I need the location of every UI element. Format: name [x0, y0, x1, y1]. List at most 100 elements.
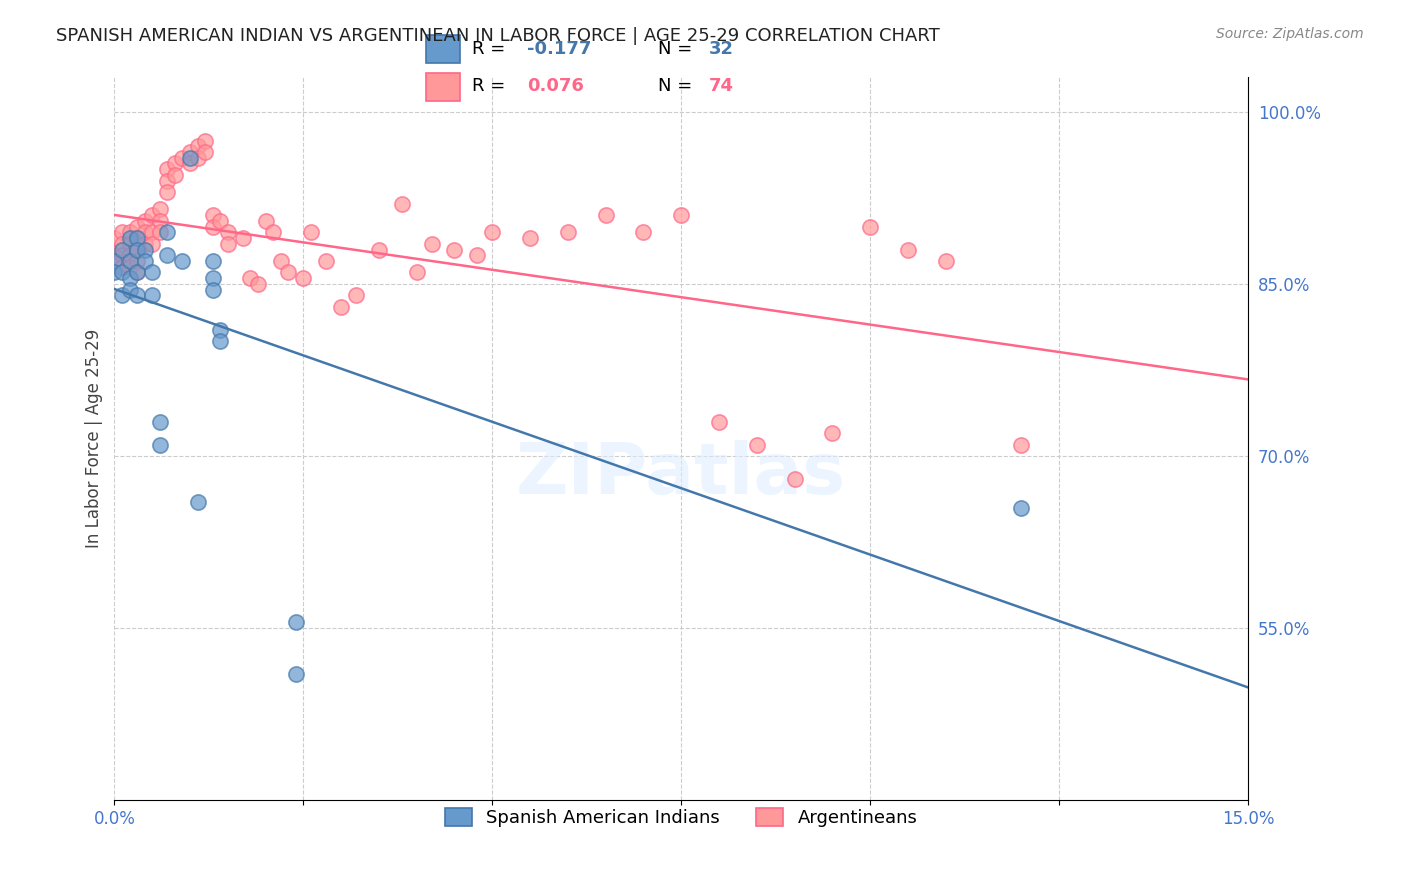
Argentineans [465, 248, 488, 262]
Argentineans [111, 248, 134, 262]
Argentineans [103, 248, 125, 262]
Argentineans [134, 214, 156, 228]
Text: N =: N = [658, 78, 697, 95]
Argentineans [344, 288, 367, 302]
Argentineans [141, 236, 163, 251]
Argentineans [745, 437, 768, 451]
Spanish American Indians [111, 265, 134, 279]
Argentineans [299, 225, 322, 239]
Spanish American Indians [118, 283, 141, 297]
Spanish American Indians [111, 243, 134, 257]
Spanish American Indians [125, 265, 148, 279]
Text: -0.177: -0.177 [527, 40, 592, 58]
Argentineans [149, 225, 172, 239]
Spanish American Indians [103, 265, 125, 279]
Spanish American Indians [284, 615, 307, 630]
Argentineans [1010, 437, 1032, 451]
Argentineans [292, 271, 315, 285]
Argentineans [443, 243, 465, 257]
Text: Source: ZipAtlas.com: Source: ZipAtlas.com [1216, 27, 1364, 41]
Text: 0.076: 0.076 [527, 78, 583, 95]
Argentineans [315, 254, 337, 268]
Argentineans [118, 248, 141, 262]
Argentineans [125, 243, 148, 257]
Spanish American Indians [156, 248, 179, 262]
Spanish American Indians [118, 254, 141, 268]
Argentineans [201, 219, 224, 234]
Argentineans [217, 225, 239, 239]
Argentineans [859, 219, 882, 234]
Argentineans [707, 415, 730, 429]
Spanish American Indians [186, 495, 208, 509]
FancyBboxPatch shape [426, 35, 460, 62]
Spanish American Indians [125, 231, 148, 245]
Argentineans [134, 236, 156, 251]
Argentineans [179, 145, 201, 159]
Spanish American Indians [118, 231, 141, 245]
Argentineans [118, 260, 141, 274]
Argentineans [783, 472, 806, 486]
Spanish American Indians [149, 415, 172, 429]
Argentineans [149, 202, 172, 217]
Argentineans [201, 208, 224, 222]
Argentineans [595, 208, 617, 222]
Spanish American Indians [201, 254, 224, 268]
Spanish American Indians [111, 288, 134, 302]
Argentineans [186, 139, 208, 153]
Argentineans [270, 254, 292, 268]
Argentineans [118, 225, 141, 239]
Argentineans [111, 225, 134, 239]
Argentineans [111, 260, 134, 274]
Argentineans [163, 156, 186, 170]
Spanish American Indians [172, 254, 194, 268]
Spanish American Indians [1010, 500, 1032, 515]
Text: SPANISH AMERICAN INDIAN VS ARGENTINEAN IN LABOR FORCE | AGE 25-29 CORRELATION CH: SPANISH AMERICAN INDIAN VS ARGENTINEAN I… [56, 27, 941, 45]
Spanish American Indians [125, 288, 148, 302]
Argentineans [194, 145, 217, 159]
Argentineans [935, 254, 957, 268]
Argentineans [141, 225, 163, 239]
Spanish American Indians [284, 667, 307, 681]
Argentineans [141, 208, 163, 222]
Argentineans [391, 196, 413, 211]
Argentineans [633, 225, 655, 239]
Argentineans [186, 151, 208, 165]
Argentineans [330, 300, 353, 314]
Argentineans [103, 231, 125, 245]
Argentineans [125, 265, 148, 279]
Spanish American Indians [141, 288, 163, 302]
Argentineans [125, 219, 148, 234]
Argentineans [111, 236, 134, 251]
Argentineans [118, 236, 141, 251]
Argentineans [557, 225, 579, 239]
Argentineans [163, 168, 186, 182]
Argentineans [262, 225, 284, 239]
Y-axis label: In Labor Force | Age 25-29: In Labor Force | Age 25-29 [86, 329, 103, 549]
Spanish American Indians [156, 225, 179, 239]
Argentineans [134, 225, 156, 239]
Argentineans [239, 271, 262, 285]
Argentineans [156, 174, 179, 188]
Argentineans [194, 134, 217, 148]
Spanish American Indians [149, 437, 172, 451]
Argentineans [209, 214, 232, 228]
Argentineans [821, 426, 844, 441]
Argentineans [149, 214, 172, 228]
Legend: Spanish American Indians, Argentineans: Spanish American Indians, Argentineans [437, 801, 925, 835]
Argentineans [179, 156, 201, 170]
Argentineans [519, 231, 541, 245]
Text: R =: R = [472, 40, 512, 58]
Spanish American Indians [134, 254, 156, 268]
Spanish American Indians [118, 271, 141, 285]
Text: N =: N = [658, 40, 697, 58]
Spanish American Indians [141, 265, 163, 279]
Argentineans [125, 231, 148, 245]
Spanish American Indians [134, 243, 156, 257]
Argentineans [156, 185, 179, 199]
Argentineans [156, 162, 179, 177]
FancyBboxPatch shape [426, 72, 460, 101]
Text: ZIPatlas: ZIPatlas [516, 441, 846, 509]
Argentineans [246, 277, 269, 291]
Argentineans [232, 231, 254, 245]
Argentineans [254, 214, 277, 228]
